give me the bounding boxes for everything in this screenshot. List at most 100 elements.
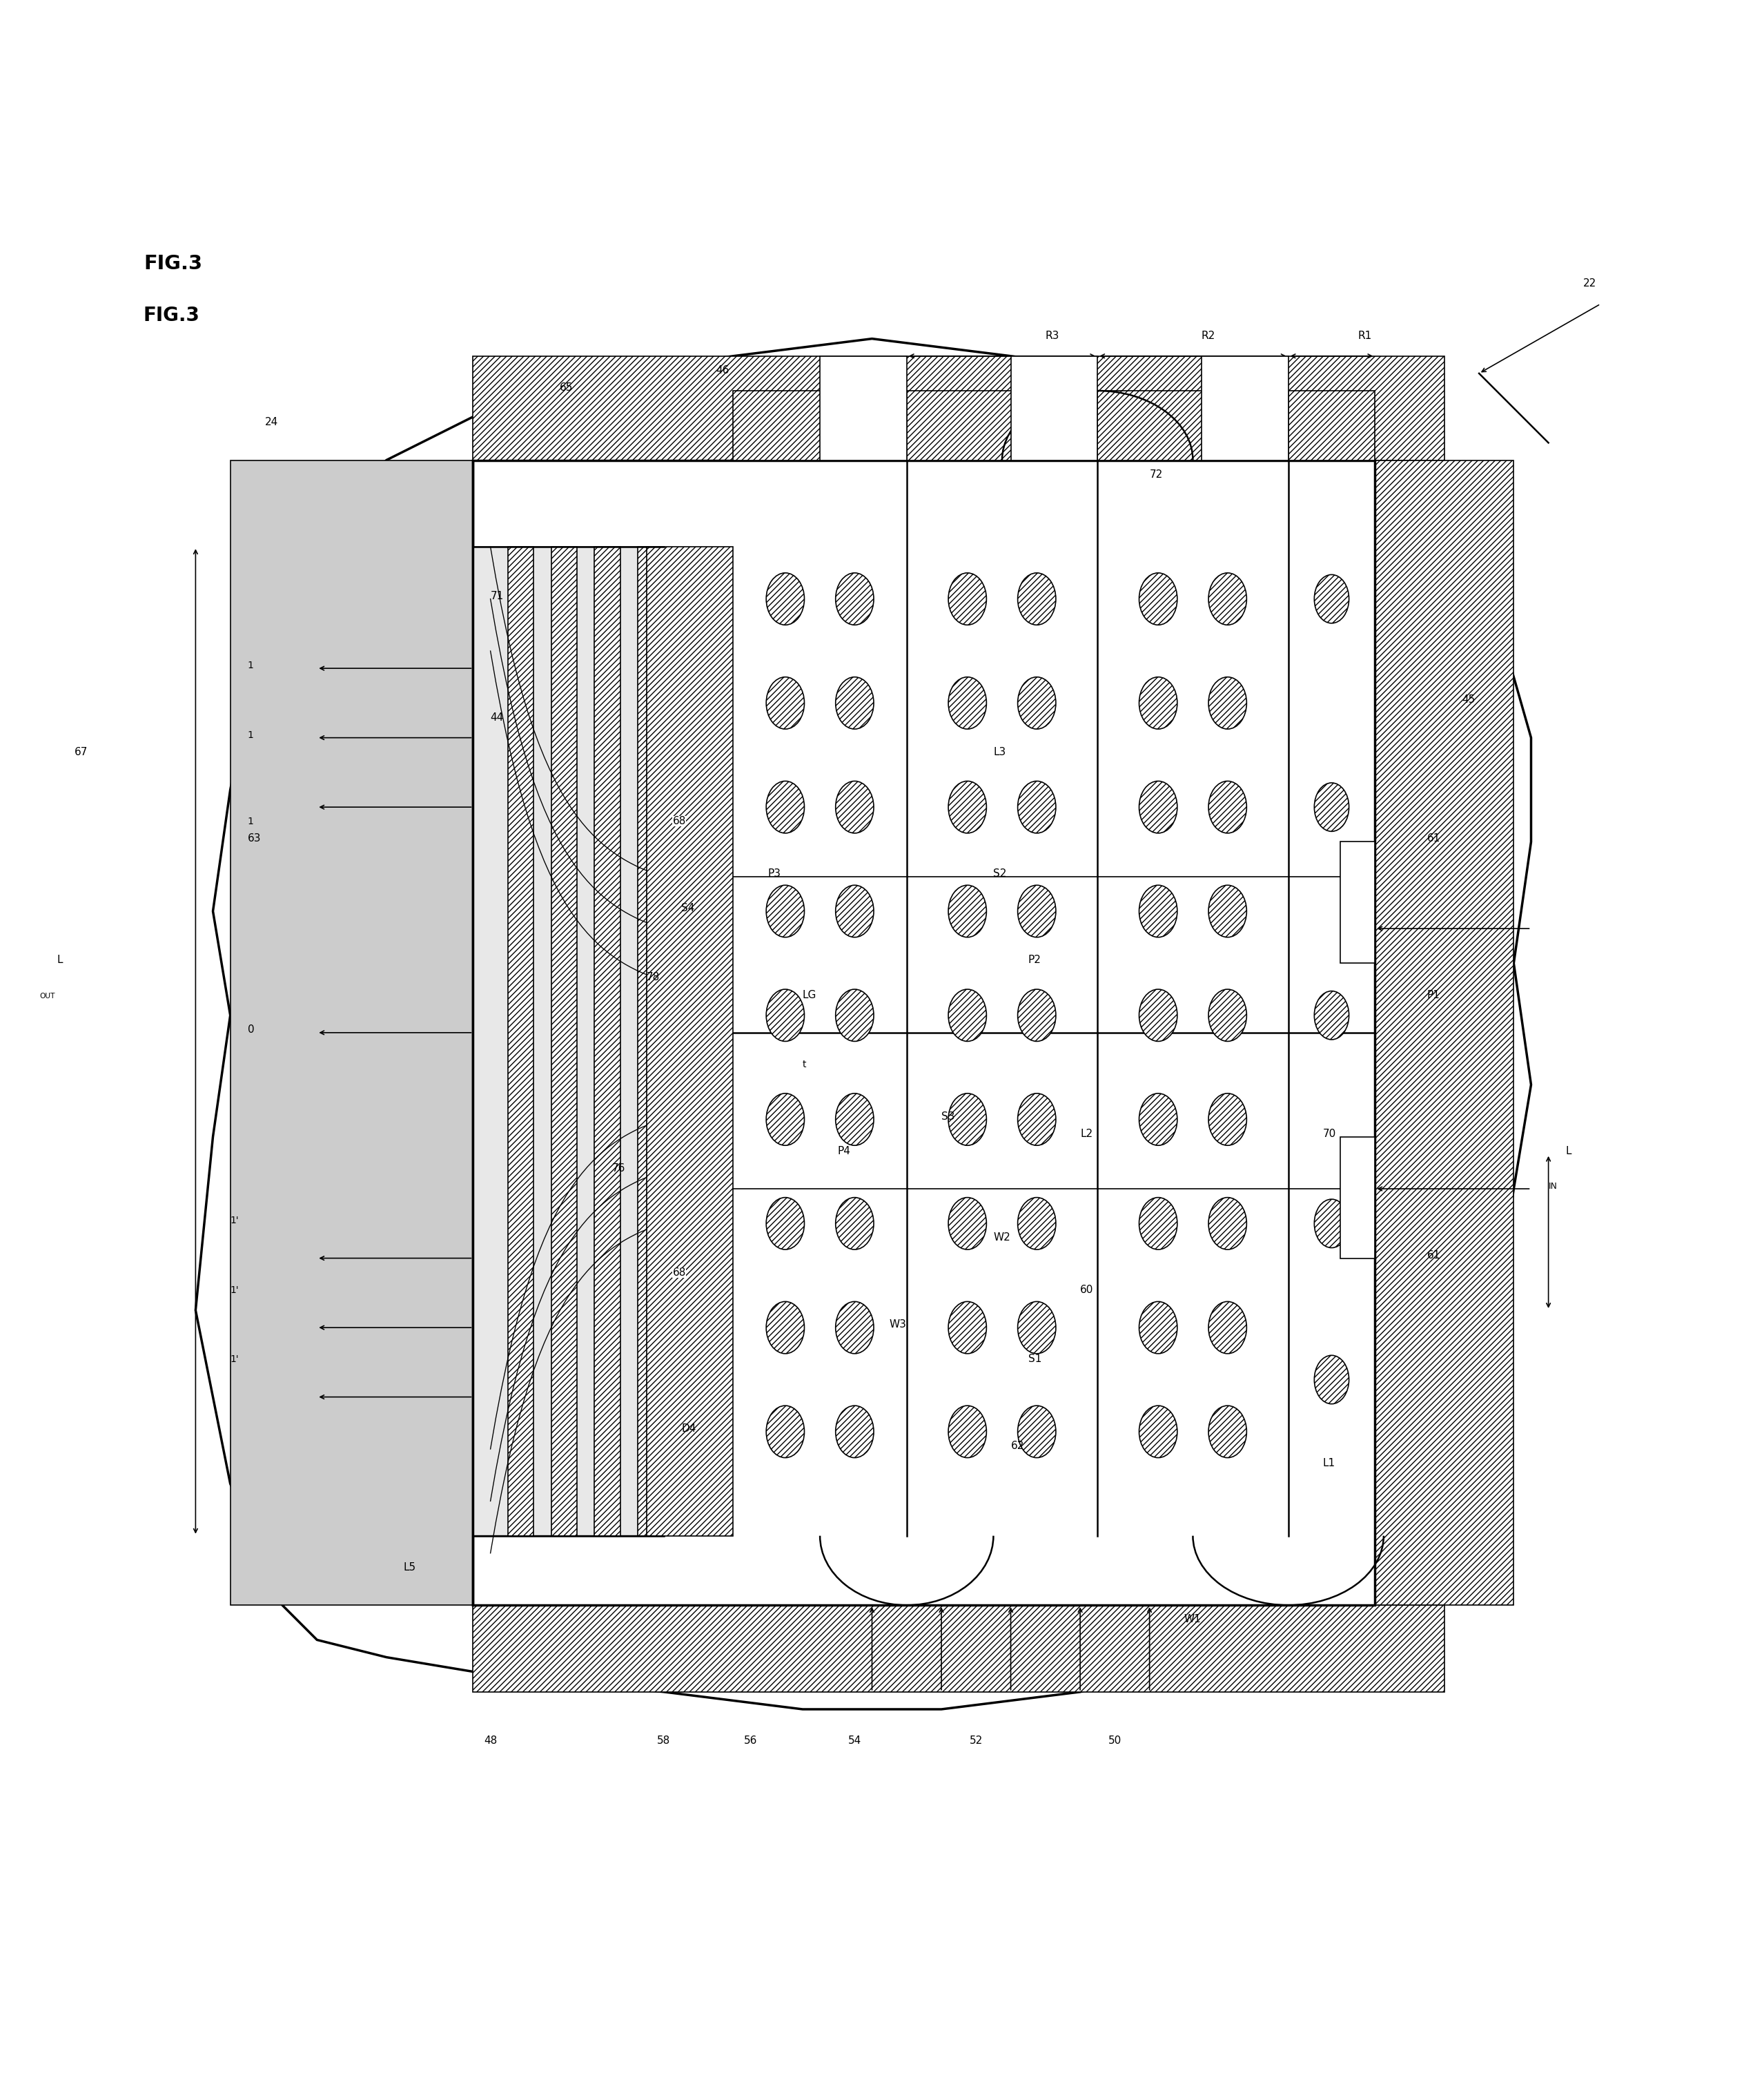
Bar <box>551 546 577 1535</box>
Ellipse shape <box>1209 676 1247 729</box>
Text: W2: W2 <box>994 1233 1010 1243</box>
Ellipse shape <box>949 989 987 1042</box>
Text: P3: P3 <box>767 867 781 878</box>
Text: IN: IN <box>1549 1182 1557 1191</box>
Text: 44: 44 <box>490 712 504 722</box>
Ellipse shape <box>1315 991 1348 1040</box>
Text: 71: 71 <box>490 590 504 601</box>
Text: P1: P1 <box>1427 989 1441 1000</box>
Ellipse shape <box>949 1405 987 1457</box>
Ellipse shape <box>835 1094 874 1144</box>
Text: S4: S4 <box>682 903 694 914</box>
Text: R3: R3 <box>1045 330 1060 340</box>
Text: 68: 68 <box>673 1266 685 1277</box>
Bar <box>1341 842 1374 964</box>
Ellipse shape <box>1018 1197 1055 1249</box>
Ellipse shape <box>766 989 804 1042</box>
Text: FIG.3: FIG.3 <box>143 307 201 326</box>
Text: 1': 1' <box>230 1285 239 1296</box>
Text: L1: L1 <box>1324 1457 1336 1468</box>
Text: 61: 61 <box>1427 834 1441 844</box>
Text: R2: R2 <box>1202 330 1216 340</box>
Ellipse shape <box>766 676 804 729</box>
Bar <box>595 546 621 1535</box>
Ellipse shape <box>949 1197 987 1249</box>
Ellipse shape <box>1139 573 1177 626</box>
Text: 1': 1' <box>230 1354 239 1365</box>
Ellipse shape <box>766 1094 804 1144</box>
Text: L2: L2 <box>1080 1128 1093 1138</box>
Ellipse shape <box>1315 1354 1348 1405</box>
Bar <box>1202 357 1289 460</box>
Text: L3: L3 <box>994 748 1006 758</box>
Bar <box>508 546 534 1535</box>
Ellipse shape <box>1209 989 1247 1042</box>
Ellipse shape <box>1018 1094 1055 1144</box>
Ellipse shape <box>1209 1197 1247 1249</box>
Text: 61: 61 <box>1427 1250 1441 1260</box>
Text: t: t <box>802 1060 806 1069</box>
Text: OUT: OUT <box>40 993 56 1000</box>
Ellipse shape <box>949 573 987 626</box>
Text: LG: LG <box>802 989 816 1000</box>
Ellipse shape <box>949 676 987 729</box>
Bar <box>820 357 907 460</box>
Text: L: L <box>58 956 63 966</box>
Ellipse shape <box>766 781 804 834</box>
Text: L: L <box>1566 1147 1571 1157</box>
Ellipse shape <box>766 886 804 937</box>
Ellipse shape <box>766 1302 804 1354</box>
Ellipse shape <box>949 1094 987 1144</box>
Ellipse shape <box>1315 1199 1348 1247</box>
Ellipse shape <box>1209 1405 1247 1457</box>
Text: L5: L5 <box>403 1562 417 1573</box>
Text: 62: 62 <box>1012 1441 1024 1451</box>
Ellipse shape <box>1018 573 1055 626</box>
Text: W1: W1 <box>1184 1615 1202 1625</box>
Text: 76: 76 <box>612 1163 624 1174</box>
Ellipse shape <box>835 989 874 1042</box>
Text: 54: 54 <box>848 1737 862 1745</box>
Text: 60: 60 <box>1080 1285 1093 1296</box>
Text: 56: 56 <box>745 1737 757 1745</box>
Ellipse shape <box>1018 1302 1055 1354</box>
Text: 68: 68 <box>673 817 685 827</box>
Text: P2: P2 <box>1029 956 1041 966</box>
Ellipse shape <box>1018 1405 1055 1457</box>
Text: 67: 67 <box>75 748 87 758</box>
Polygon shape <box>230 460 473 1604</box>
Text: 1: 1 <box>248 817 253 827</box>
Ellipse shape <box>949 886 987 937</box>
Polygon shape <box>647 546 732 1535</box>
Ellipse shape <box>835 676 874 729</box>
Ellipse shape <box>835 1405 874 1457</box>
Ellipse shape <box>835 1197 874 1249</box>
Text: 0: 0 <box>248 1025 255 1035</box>
Text: 45: 45 <box>1461 695 1475 706</box>
Ellipse shape <box>1315 783 1348 832</box>
Polygon shape <box>473 357 1444 460</box>
Text: W3: W3 <box>889 1319 907 1329</box>
Ellipse shape <box>1139 1302 1177 1354</box>
Ellipse shape <box>1139 1405 1177 1457</box>
Ellipse shape <box>1315 575 1348 624</box>
Ellipse shape <box>766 573 804 626</box>
Ellipse shape <box>1139 676 1177 729</box>
Ellipse shape <box>1209 1302 1247 1354</box>
Bar <box>907 391 1097 460</box>
Polygon shape <box>473 1604 1444 1693</box>
Ellipse shape <box>949 781 987 834</box>
Bar <box>638 546 664 1535</box>
Text: 24: 24 <box>265 418 279 428</box>
Ellipse shape <box>949 1302 987 1354</box>
Ellipse shape <box>1139 1094 1177 1144</box>
Text: P4: P4 <box>837 1147 851 1157</box>
Ellipse shape <box>1209 886 1247 937</box>
Ellipse shape <box>1018 781 1055 834</box>
Ellipse shape <box>1209 781 1247 834</box>
Text: 1': 1' <box>230 1216 239 1226</box>
Ellipse shape <box>835 573 874 626</box>
Polygon shape <box>473 546 664 1535</box>
Text: S1: S1 <box>1029 1354 1041 1365</box>
Polygon shape <box>195 338 1531 1709</box>
